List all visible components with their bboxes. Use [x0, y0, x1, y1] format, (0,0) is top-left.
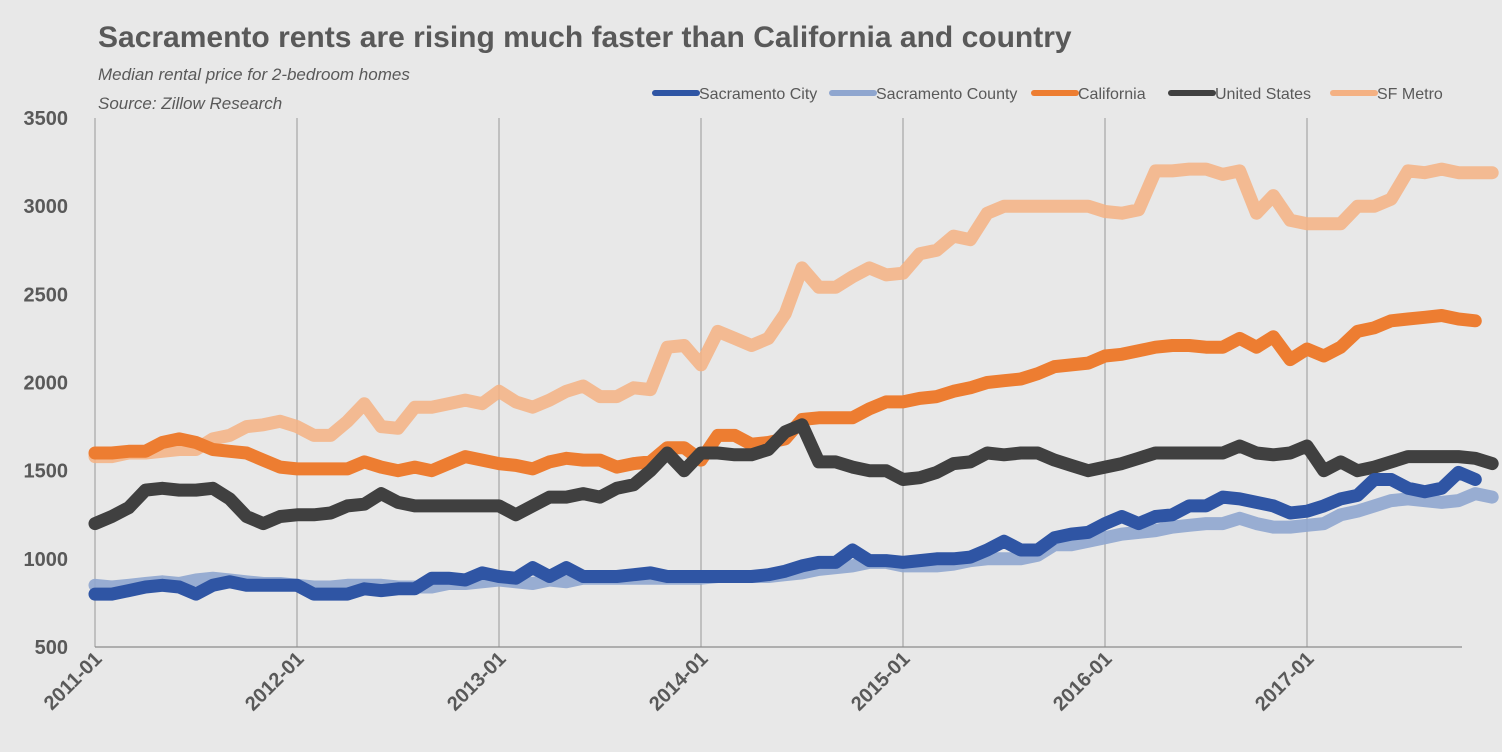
- legend-label: Sacramento County: [876, 86, 1017, 103]
- x-axis: 2011-01 2012-01 2013-01 2014-01 2015-01 2016-…: [40, 648, 1319, 715]
- series-line-california: [88, 309, 1482, 478]
- chart-source: Source: Zillow Research: [98, 94, 282, 113]
- chart-title: Sacramento rents are rising much faster …: [98, 21, 1072, 54]
- legend-label: Sacramento City: [699, 86, 817, 103]
- legend-label: SF Metro: [1377, 86, 1443, 103]
- legend-label: California: [1078, 86, 1146, 103]
- y-tick-label: 3500: [24, 108, 69, 130]
- y-tick-label: 500: [35, 637, 68, 659]
- x-tick-label: 2012-01: [241, 648, 308, 715]
- legend-label: United States: [1215, 86, 1311, 103]
- series-line-united-states: [88, 418, 1499, 531]
- y-tick-label: 1500: [24, 461, 69, 483]
- y-tick-label: 2000: [24, 373, 69, 395]
- y-tick-label: 1000: [24, 549, 69, 571]
- x-tick-label: 2015-01: [847, 648, 914, 715]
- x-tick-label: 2017-01: [1251, 648, 1318, 715]
- series-lines: [88, 162, 1499, 601]
- legend: Sacramento City Sacramento County Californ…: [652, 86, 1443, 103]
- chart-subtitle: Median rental price for 2-bedroom homes: [98, 65, 410, 84]
- x-tick-label: 2014-01: [645, 648, 712, 715]
- x-tick-label: 2016-01: [1049, 648, 1116, 715]
- y-tick-label: 2500: [24, 284, 69, 306]
- series-line-sacramento-city: [88, 465, 1482, 601]
- y-tick-label: 3000: [24, 196, 69, 218]
- y-axis: 3500 3000 2500 2000 1500 1000 500: [24, 108, 69, 659]
- x-tick-label: 2013-01: [443, 648, 510, 715]
- series-line-sf-metro: [88, 162, 1499, 464]
